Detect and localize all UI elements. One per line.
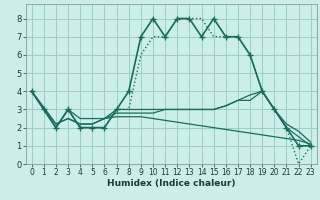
- X-axis label: Humidex (Indice chaleur): Humidex (Indice chaleur): [107, 179, 236, 188]
